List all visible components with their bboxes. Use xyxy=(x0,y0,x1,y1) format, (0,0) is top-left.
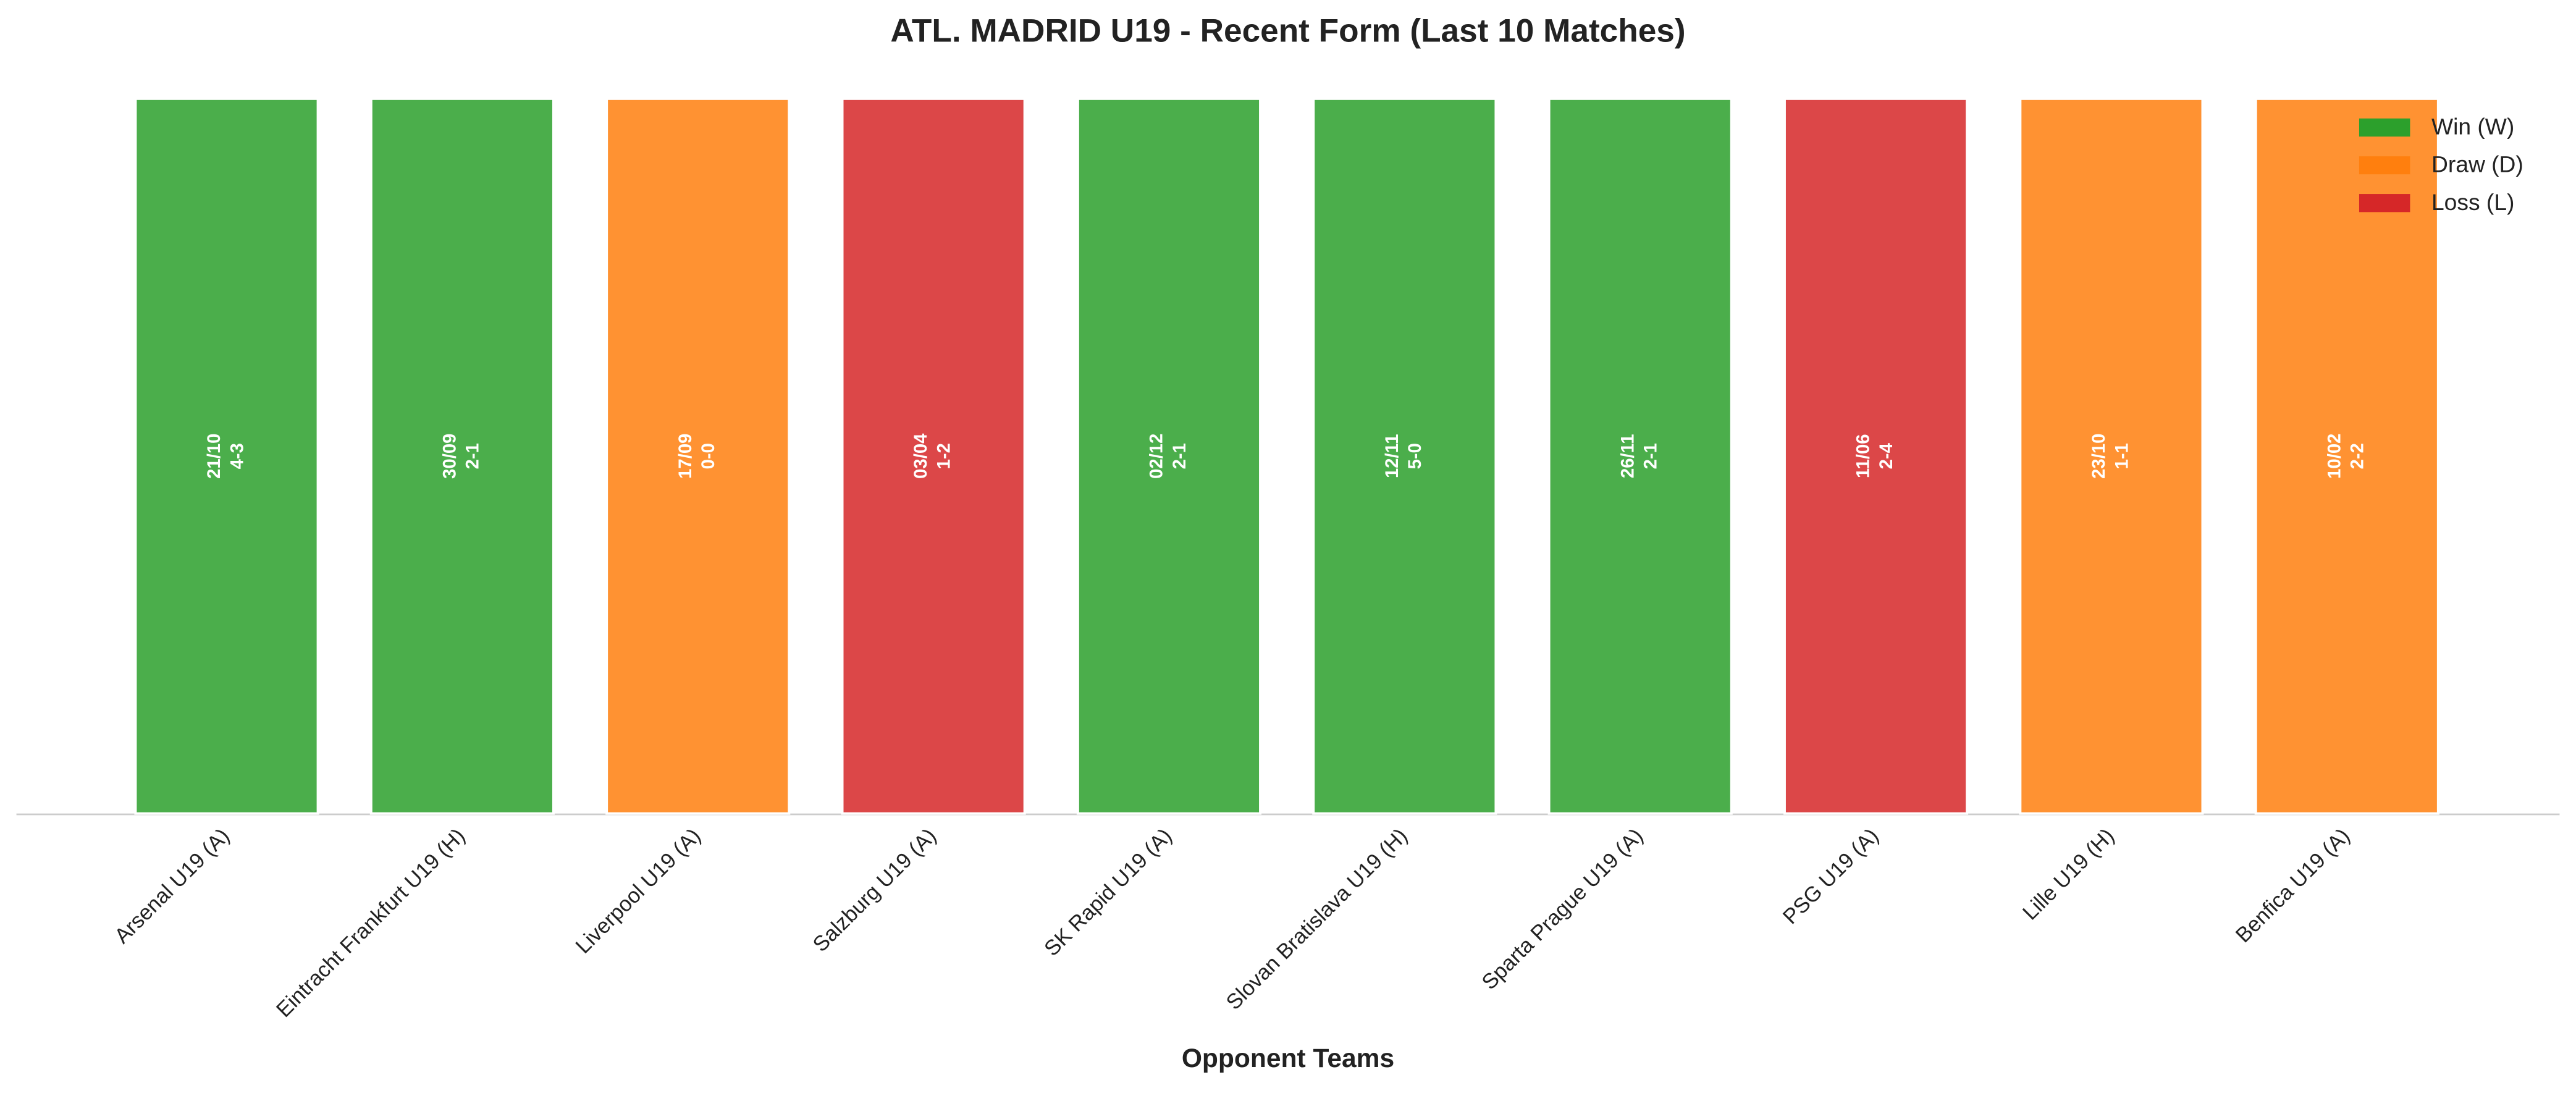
bar-score-label: 1-1 xyxy=(2112,443,2132,469)
bar-date-label: 11/06 xyxy=(1854,434,1874,478)
bar-date-label: 17/09 xyxy=(676,434,696,479)
legend-swatch xyxy=(2359,118,2410,137)
bar-date-label: 21/10 xyxy=(204,434,224,479)
x-tick-label: Eintracht Frankfurt U19 (H) xyxy=(272,824,469,1022)
legend-label: Draw (D) xyxy=(2431,151,2523,177)
bar xyxy=(1783,97,1969,815)
bar-score-label: 2-1 xyxy=(463,443,483,469)
bar xyxy=(1547,97,1733,815)
x-tick-label: Salzburg U19 (A) xyxy=(809,824,941,956)
bar xyxy=(1076,97,1262,815)
x-tick-label: Benfica U19 (A) xyxy=(2231,824,2354,947)
x-tick-label: Sparta Prague U19 (A) xyxy=(1478,824,1648,994)
bar-score-label: 2-4 xyxy=(1877,442,1896,469)
bar-date-label: 03/04 xyxy=(911,433,931,479)
legend-label: Win (W) xyxy=(2431,114,2514,140)
x-tick-label: Arsenal U19 (A) xyxy=(110,824,234,948)
x-tick-label: Lille U19 (H) xyxy=(2018,824,2119,925)
bar-date-label: 26/11 xyxy=(1618,434,1638,478)
bar xyxy=(369,97,555,815)
bar-score-label: 1-2 xyxy=(934,443,954,469)
bar-date-label: 23/10 xyxy=(2089,434,2109,479)
bar xyxy=(2254,97,2439,815)
x-tick-label: SK Rapid U19 (A) xyxy=(1040,824,1176,961)
bar-score-label: 4-3 xyxy=(227,443,247,469)
legend-label: Loss (L) xyxy=(2431,189,2514,215)
bar-score-label: 5-0 xyxy=(1405,443,1425,469)
bar-date-label: 12/11 xyxy=(1383,434,1402,478)
bar-date-label: 02/12 xyxy=(1147,434,1167,479)
x-tick-label: Slovan Bratislava U19 (H) xyxy=(1222,824,1412,1015)
bar-date-label: 30/09 xyxy=(440,434,460,479)
x-tick-label: PSG U19 (A) xyxy=(1778,824,1883,929)
bar xyxy=(2019,97,2204,815)
legend-swatch xyxy=(2359,156,2410,175)
bar-date-label: 10/02 xyxy=(2325,434,2344,479)
bar-score-label: 2-1 xyxy=(1641,443,1661,469)
bar-score-label: 2-1 xyxy=(1170,443,1190,469)
bar-score-label: 0-0 xyxy=(699,443,718,469)
bar xyxy=(134,97,319,815)
x-axis-title: Opponent Teams xyxy=(1182,1044,1394,1073)
x-tick-label: Liverpool U19 (A) xyxy=(571,824,705,958)
bar xyxy=(841,97,1026,815)
chart-title: ATL. MADRID U19 - Recent Form (Last 10 M… xyxy=(890,12,1685,49)
bar xyxy=(1312,97,1497,815)
bar xyxy=(605,97,791,815)
legend-swatch xyxy=(2359,194,2410,213)
bar-score-label: 2-2 xyxy=(2348,443,2368,469)
